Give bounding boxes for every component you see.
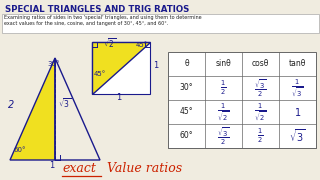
- Text: $\frac{1}{2}$: $\frac{1}{2}$: [220, 79, 227, 97]
- Text: SPECIAL TRIANGLES AND TRIG RATIOS: SPECIAL TRIANGLES AND TRIG RATIOS: [5, 5, 189, 14]
- Text: $\sqrt{2}$: $\sqrt{2}$: [103, 37, 116, 50]
- Polygon shape: [92, 42, 150, 94]
- Text: cosθ: cosθ: [252, 60, 269, 69]
- Text: exact: exact: [62, 162, 96, 175]
- Text: 45°: 45°: [136, 42, 148, 48]
- Text: 30°: 30°: [180, 84, 193, 93]
- Text: $\frac{1}{\sqrt{3}}$: $\frac{1}{\sqrt{3}}$: [292, 77, 304, 99]
- Text: $1$: $1$: [294, 106, 301, 118]
- Text: 60°: 60°: [180, 132, 193, 141]
- Polygon shape: [10, 58, 55, 160]
- Text: $\frac{\sqrt{3}}{2}$: $\frac{\sqrt{3}}{2}$: [254, 77, 267, 99]
- Text: 45°: 45°: [180, 107, 193, 116]
- Text: θ: θ: [184, 60, 189, 69]
- Text: 30°: 30°: [47, 61, 60, 67]
- Text: 60°: 60°: [14, 147, 27, 153]
- Text: $\sqrt{3}$: $\sqrt{3}$: [289, 128, 306, 144]
- Text: $\frac{\sqrt{3}}{2}$: $\frac{\sqrt{3}}{2}$: [217, 125, 230, 147]
- Text: 1: 1: [116, 93, 122, 102]
- Text: Examining ratios of sides in two 'special' triangles, and using them to determin: Examining ratios of sides in two 'specia…: [4, 15, 202, 26]
- Text: tanθ: tanθ: [289, 60, 306, 69]
- Bar: [168, 52, 316, 148]
- Bar: [92, 42, 150, 94]
- Text: Value ratios: Value ratios: [107, 162, 182, 175]
- Text: 45°: 45°: [94, 71, 106, 77]
- FancyBboxPatch shape: [2, 14, 318, 33]
- Text: 2: 2: [8, 100, 14, 110]
- Text: sinθ: sinθ: [216, 60, 231, 69]
- Text: 1: 1: [153, 61, 158, 70]
- Text: $\frac{1}{\sqrt{2}}$: $\frac{1}{\sqrt{2}}$: [254, 101, 267, 123]
- Text: $\sqrt{3}$: $\sqrt{3}$: [58, 96, 71, 110]
- Text: 1: 1: [49, 161, 55, 170]
- Text: $\frac{1}{2}$: $\frac{1}{2}$: [257, 127, 264, 145]
- Text: $\frac{1}{\sqrt{2}}$: $\frac{1}{\sqrt{2}}$: [217, 101, 230, 123]
